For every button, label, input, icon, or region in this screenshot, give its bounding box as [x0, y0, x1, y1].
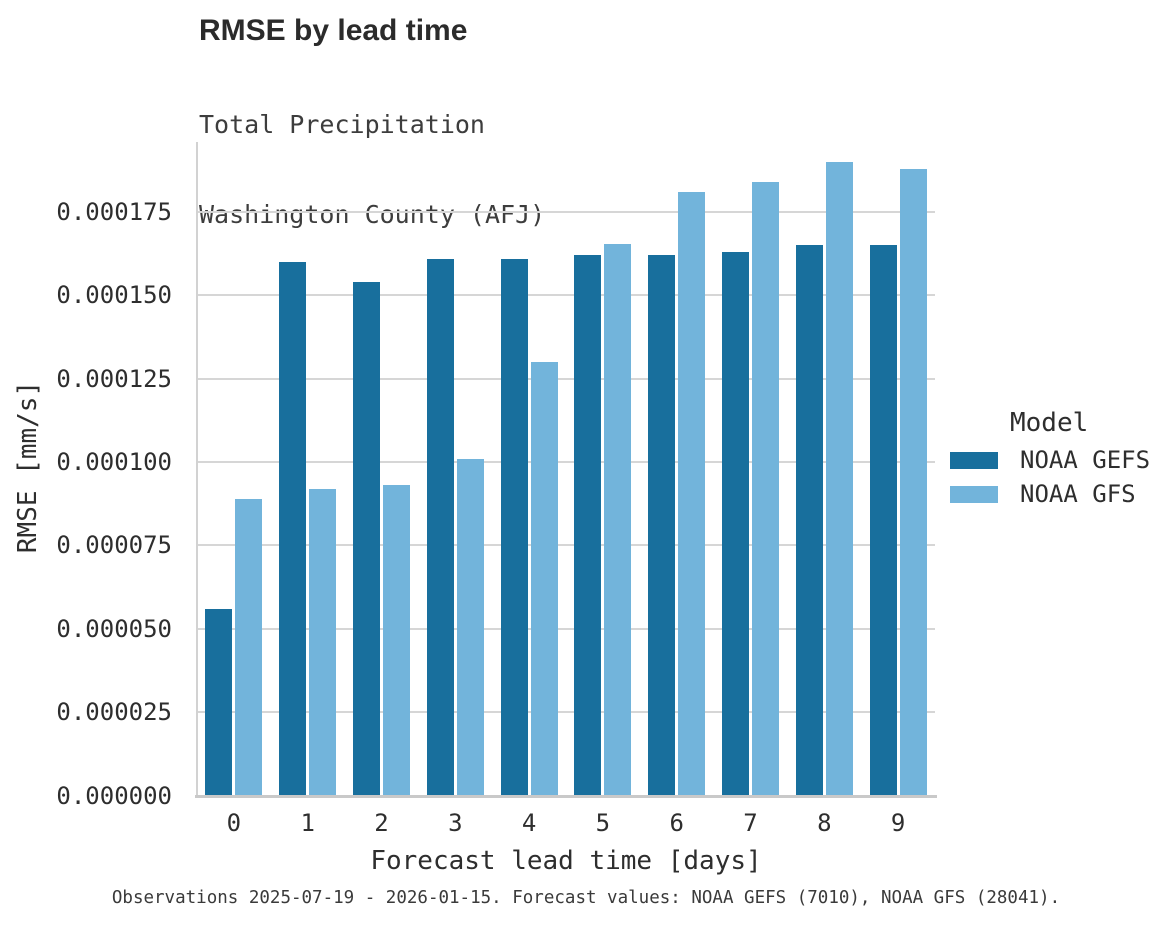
- bar-noaa-gfs-lead-0: [235, 498, 263, 796]
- bar-noaa-gfs-lead-5: [604, 243, 632, 796]
- x-tick-label: 3: [448, 809, 463, 837]
- bar-noaa-gfs-lead-4: [530, 362, 558, 796]
- legend-entry-noaa-gefs: NOAA GEFS: [950, 446, 1165, 474]
- bar-noaa-gefs-lead-1: [279, 262, 307, 796]
- x-tick-label: 0: [226, 809, 242, 837]
- bar-noaa-gfs-lead-6: [678, 192, 706, 796]
- bar-noaa-gefs-lead-3: [426, 258, 454, 796]
- legend-entry-noaa-gfs: NOAA GFS: [950, 480, 1165, 508]
- gridline: [197, 461, 935, 464]
- bar-noaa-gfs-lead-7: [752, 182, 779, 796]
- legend-label-noaa-gefs: NOAA GEFS: [1020, 446, 1151, 474]
- bar-noaa-gefs-lead-6: [648, 255, 676, 796]
- y-tick-label: 0.000050: [56, 614, 172, 643]
- x-tick-label: 4: [521, 809, 537, 837]
- chart-subtitle-line2: Washington County (AFJ): [199, 200, 546, 229]
- y-tick-label: 0.000100: [56, 448, 172, 477]
- y-tick-label: 0.000150: [56, 281, 172, 310]
- bar-noaa-gefs-lead-2: [353, 282, 380, 796]
- bar-noaa-gefs-lead-8: [795, 245, 823, 796]
- legend-title: Model: [1010, 408, 1089, 438]
- bar-noaa-gefs-lead-9: [869, 245, 897, 796]
- legend-label-noaa-gfs: NOAA GFS: [1020, 480, 1136, 508]
- bar-noaa-gfs-lead-1: [309, 488, 337, 796]
- x-tick-label: 5: [595, 809, 611, 837]
- legend-swatch-noaa-gfs: [950, 485, 998, 503]
- y-axis-title: RMSE [mm/s]: [13, 380, 43, 554]
- gridline: [197, 544, 935, 547]
- bar-noaa-gefs-lead-7: [722, 252, 749, 796]
- bar-noaa-gefs-lead-5: [574, 255, 602, 796]
- y-tick-label: 0.000125: [56, 364, 172, 393]
- bar-noaa-gfs-lead-8: [825, 162, 853, 796]
- y-tick-label: 0.000025: [56, 698, 172, 727]
- y-axis-line: [195, 142, 198, 796]
- x-tick-label: 6: [669, 809, 684, 837]
- gridline: [197, 211, 935, 214]
- gridline: [197, 294, 935, 297]
- bar-noaa-gfs-lead-2: [383, 485, 410, 796]
- bar-noaa-gefs-lead-0: [205, 608, 233, 796]
- gridline: [197, 711, 935, 714]
- legend: Model NOAA GEFS NOAA GFS: [950, 408, 1165, 515]
- x-tick-label: 9: [890, 809, 906, 837]
- gridline: [197, 377, 935, 380]
- bar-noaa-gfs-lead-3: [456, 458, 484, 796]
- x-axis-title: Forecast lead time [days]: [370, 846, 762, 876]
- x-tick-label: 8: [817, 809, 832, 837]
- chart-title: RMSE by lead time: [199, 14, 468, 47]
- x-tick-label: 1: [300, 809, 315, 837]
- y-tick-label: 0.000075: [56, 531, 172, 560]
- bar-noaa-gfs-lead-9: [899, 168, 927, 796]
- legend-swatch-noaa-gefs: [950, 451, 998, 469]
- x-axis-line: [195, 795, 937, 798]
- bar-noaa-gefs-lead-4: [500, 258, 528, 796]
- gridline: [197, 627, 935, 630]
- y-tick-label: 0.000175: [56, 198, 172, 227]
- caption: Observations 2025-07-19 - 2026-01-15. Fo…: [111, 888, 1061, 908]
- x-tick-label: 7: [743, 809, 758, 837]
- chart-subtitle-line1: Total Precipitation: [199, 110, 485, 139]
- chart-subtitle: Total Precipitation Washington County (A…: [199, 50, 545, 290]
- x-tick-label: 2: [374, 809, 389, 837]
- y-tick-label: 0.000000: [56, 781, 172, 810]
